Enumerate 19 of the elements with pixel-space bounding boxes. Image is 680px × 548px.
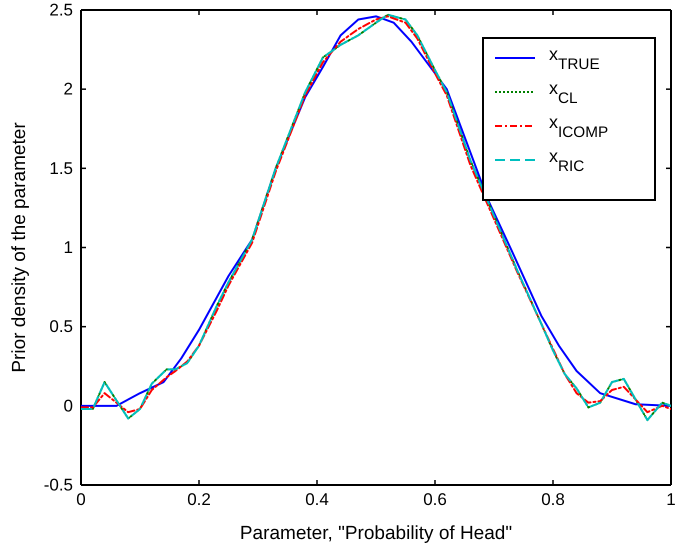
y-tick-label: 0.5	[49, 317, 73, 336]
y-axis-title: Prior density of the parameter	[9, 122, 30, 373]
legend-label: x$_{TRUE}$	[549, 44, 600, 72]
x-tick-label: 0.6	[423, 490, 447, 510]
x-tick-label: 0.4	[305, 490, 329, 510]
legend-label: x$_{ICOMP}$	[549, 112, 608, 140]
x-tick-label: 0.8	[541, 490, 565, 510]
legend-label: x$_{RIC}$	[549, 146, 584, 174]
x-tick-label: 0.2	[187, 490, 211, 510]
x-tick-label: 1	[666, 490, 676, 510]
legend-label: x$_{CL}$	[549, 78, 578, 106]
y-tick-label: 2.5	[49, 0, 73, 20]
y-tick-label: 2	[64, 80, 73, 99]
x-axis-title: Parameter, "Probability of Head"	[240, 523, 512, 544]
y-tick-label: 0	[64, 396, 73, 416]
y-tick-label: -0.5	[44, 475, 73, 494]
x-tick-label: 0	[76, 490, 86, 510]
y-tick-label: 1.5	[49, 158, 73, 178]
y-tick-label: 1	[64, 238, 73, 257]
